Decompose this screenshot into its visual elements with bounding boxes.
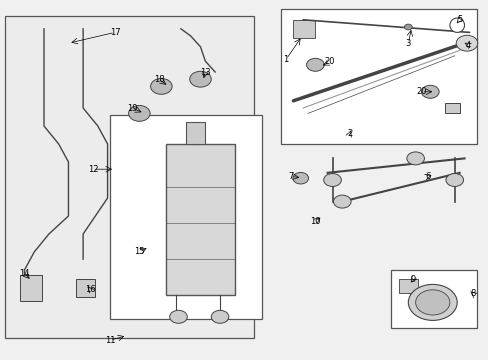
Text: 13: 13 [200, 68, 210, 77]
Bar [185, 122, 205, 144]
Bar [444, 103, 459, 113]
Ellipse shape [407, 284, 456, 320]
Text: 18: 18 [153, 75, 164, 84]
Text: 6: 6 [425, 172, 429, 181]
Text: 7: 7 [288, 172, 293, 181]
Bar [166, 144, 234, 295]
Text: 5: 5 [456, 15, 461, 24]
Bar [398, 279, 417, 293]
Text: 4: 4 [465, 41, 470, 50]
Text: 20: 20 [415, 87, 426, 96]
Bar [281, 9, 476, 144]
Ellipse shape [415, 290, 449, 315]
Bar [390, 270, 476, 328]
Circle shape [150, 78, 172, 94]
Text: 15: 15 [134, 248, 144, 256]
Bar [20, 275, 41, 301]
Circle shape [421, 85, 438, 98]
Circle shape [306, 58, 324, 71]
Circle shape [445, 174, 463, 186]
Circle shape [169, 310, 187, 323]
Circle shape [406, 152, 424, 165]
Text: 14: 14 [19, 269, 30, 278]
Text: 11: 11 [104, 336, 115, 345]
Text: 16: 16 [85, 285, 96, 294]
Text: 1: 1 [283, 55, 288, 64]
Text: 3: 3 [405, 39, 410, 48]
Circle shape [189, 71, 211, 87]
Bar [76, 279, 95, 297]
Text: 17: 17 [109, 28, 120, 37]
Text: 8: 8 [469, 289, 474, 298]
Bar [5, 16, 254, 338]
Text: 2: 2 [346, 130, 351, 139]
Bar [293, 20, 315, 38]
Circle shape [323, 174, 341, 186]
Circle shape [333, 195, 350, 208]
Text: 9: 9 [410, 275, 415, 284]
Circle shape [128, 105, 150, 121]
Text: 12: 12 [87, 165, 98, 174]
Text: 10: 10 [309, 217, 320, 226]
Bar [110, 115, 261, 319]
Text: 19: 19 [126, 104, 137, 113]
Ellipse shape [449, 18, 464, 32]
Circle shape [404, 24, 411, 30]
Circle shape [455, 35, 477, 51]
Circle shape [292, 172, 308, 184]
Circle shape [211, 310, 228, 323]
Text: 20: 20 [324, 58, 335, 67]
